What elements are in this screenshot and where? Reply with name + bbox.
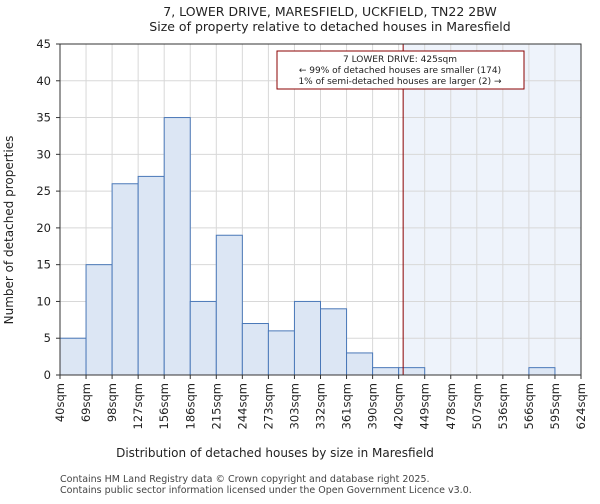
histogram-bar [267,330,295,376]
x-tick-label: 303sqm [287,383,301,429]
highlight-region [403,44,581,375]
x-tick-label: 186sqm [183,383,197,429]
histogram-bar [320,308,348,376]
x-tick-label: 390sqm [366,383,380,429]
x-tick-label: 127sqm [131,383,145,429]
x-tick-label: 420sqm [392,383,406,429]
x-tick-label: 244sqm [235,383,249,429]
y-tick-label: 30 [36,147,51,161]
annotation-line-2: ← 99% of detached houses are smaller (17… [299,66,501,76]
x-tick-label: 156sqm [157,383,171,429]
x-tick-label: 332sqm [314,383,328,429]
y-tick-labels: 0 5 10 15 20 25 30 35 40 45 [36,37,60,382]
histogram-bar [163,117,191,376]
y-axis-label: Number of detached properties [2,136,16,325]
chart-subtitle: Size of property relative to detached ho… [149,19,510,34]
x-tick-label: 595sqm [548,383,562,429]
y-tick-label: 40 [36,74,51,88]
y-tick-label: 35 [36,111,51,125]
x-tick-label: 566sqm [522,383,536,429]
y-tick-label: 20 [36,221,51,235]
x-tick-label: 273sqm [261,383,275,429]
y-tick-label: 15 [36,258,51,272]
x-tick-label: 40sqm [53,383,67,422]
histogram-bar [189,300,217,376]
histogram-bar [346,352,374,376]
y-tick-label: 45 [36,37,51,51]
y-tick-label: 10 [36,294,51,308]
marker-annotation: 7 LOWER DRIVE: 425sqm ← 99% of detached … [276,50,525,90]
chart-title-address: 7, LOWER DRIVE, MARESFIELD, UCKFIELD, TN… [163,4,496,19]
x-tick-label: 361sqm [340,383,354,429]
histogram-bar [215,234,243,376]
annotation-line-1: 7 LOWER DRIVE: 425sqm [343,55,457,65]
footer-copyright: Contains HM Land Registry data © Crown c… [60,474,430,485]
x-tick-label: 507sqm [470,383,484,429]
x-tick-label: 624sqm [574,383,588,429]
x-tick-label: 478sqm [444,383,458,429]
histogram-bar [111,183,139,376]
x-tick-label: 536sqm [496,383,510,429]
x-tick-labels: 40sqm 69sqm 98sqm 127sqm 156sqm 186sqm 215sqm 2… [53,375,588,429]
bars [59,117,556,376]
histogram-bar [59,337,87,376]
histogram-bar [528,367,556,376]
y-tick-label: 25 [36,184,51,198]
annotation-box [276,50,525,90]
x-tick-label: 215sqm [209,383,223,429]
histogram-bar [241,323,269,376]
annotation-line-3: 1% of semi-detached houses are larger (2… [298,77,502,87]
x-axis-label: Distribution of detached houses by size … [116,446,434,460]
x-tick-label: 69sqm [79,383,93,422]
x-tick-label: 449sqm [418,383,432,429]
footer-licence: Contains public sector information licen… [60,485,472,496]
histogram-bar [85,264,113,376]
histogram-bar [137,175,165,376]
larger-region [403,44,581,375]
y-tick-label: 5 [44,331,51,345]
x-tick-label: 98sqm [105,383,119,422]
histogram-bar [372,367,400,376]
histogram-bar [293,300,322,376]
histogram-bar [398,367,426,376]
y-tick-label: 0 [44,368,51,382]
